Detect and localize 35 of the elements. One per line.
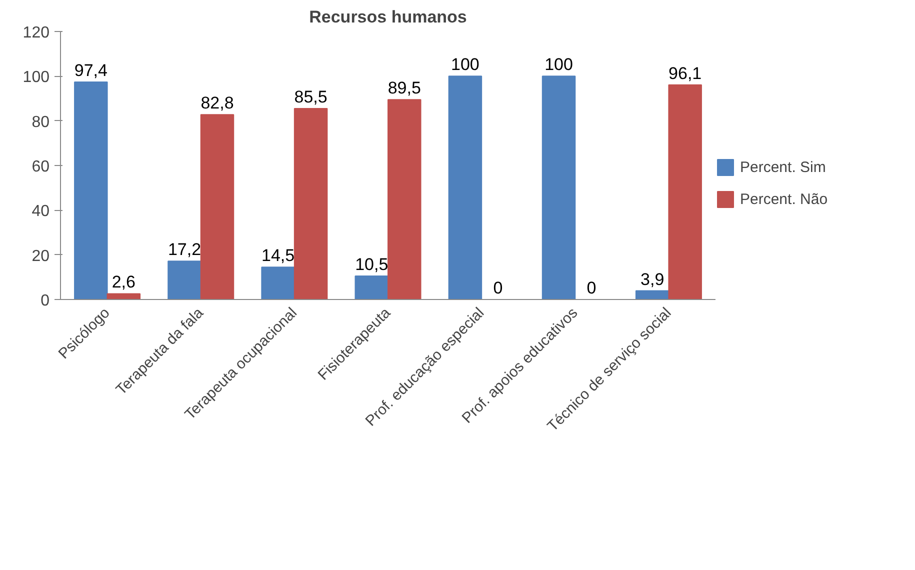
data-label: 100 bbox=[544, 55, 573, 74]
y-tick-label: 40 bbox=[32, 203, 50, 220]
chart-title: Recursos humanos bbox=[309, 8, 467, 26]
bar bbox=[261, 266, 295, 300]
data-label: 14,5 bbox=[262, 246, 295, 266]
data-label: 17,2 bbox=[168, 240, 202, 260]
y-tick-label: 20 bbox=[32, 248, 50, 265]
bar bbox=[74, 81, 108, 300]
data-label: 100 bbox=[451, 55, 480, 74]
data-label: 2,6 bbox=[112, 272, 136, 292]
y-tick-label: 80 bbox=[32, 114, 50, 131]
data-label: 97,4 bbox=[74, 60, 108, 80]
y-tick-label: 120 bbox=[22, 24, 50, 42]
bar bbox=[168, 260, 202, 300]
bar bbox=[542, 76, 576, 300]
y-tick-label: 100 bbox=[22, 69, 50, 86]
bar bbox=[448, 76, 482, 300]
y-tick-label: 0 bbox=[40, 292, 50, 310]
data-label: 82,8 bbox=[200, 94, 234, 113]
legend-label: Percent. Não bbox=[740, 190, 828, 208]
bar bbox=[200, 114, 234, 300]
data-label: 3,9 bbox=[640, 270, 664, 289]
data-label: 85,5 bbox=[294, 88, 328, 107]
data-label: 10,5 bbox=[355, 255, 388, 274]
data-label: 89,5 bbox=[388, 78, 421, 98]
bar bbox=[294, 108, 328, 300]
data-label: 96,1 bbox=[668, 64, 702, 83]
bar bbox=[388, 99, 422, 300]
legend-label: Percent. Sim bbox=[740, 158, 826, 176]
data-label: 0 bbox=[493, 278, 503, 298]
bar bbox=[354, 276, 388, 300]
y-tick-label: 60 bbox=[32, 158, 50, 176]
bar bbox=[106, 293, 141, 300]
data-label: 0 bbox=[586, 278, 596, 298]
bar bbox=[668, 84, 702, 300]
